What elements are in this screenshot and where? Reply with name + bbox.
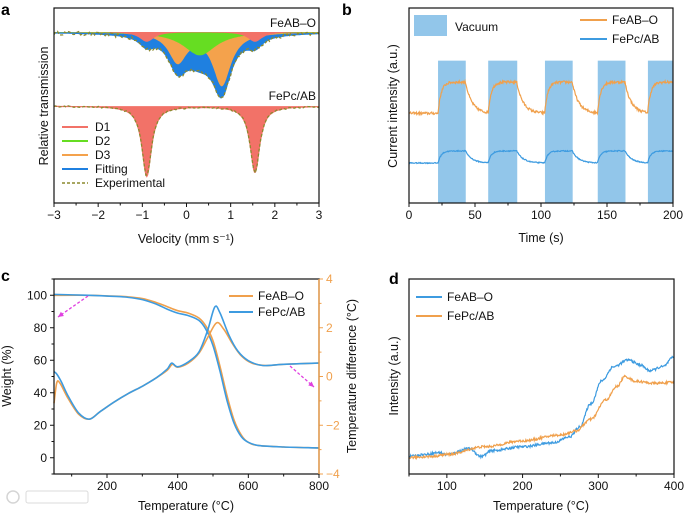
legend-d: FeAB–O FePc/AB: [416, 290, 494, 323]
panel-b: b 0 50 100 150 200 Vacuum FeAB–O FePc/AB Tim…: [342, 2, 683, 245]
weight-line-fepc-ab: [53, 293, 320, 449]
legend-b: Vacuum FeAB–O FePc/AB: [414, 13, 659, 46]
axis-c-right-tick-label: −4: [326, 467, 340, 481]
axis-b-x-tick-label: 50: [468, 208, 482, 222]
y-axis-label-b: Current intensity (a.u.): [386, 44, 400, 168]
series-line-fepc-ab: [408, 374, 675, 461]
axis-c-left-tick-label: 100: [27, 288, 47, 302]
component-area-d1-feab-o: [54, 31, 319, 42]
experimental-line-feab-o: [53, 30, 320, 99]
legend-label-experimental: Experimental: [95, 176, 165, 190]
series-line-fepc-ab: [408, 149, 673, 165]
axis-b-x-tick-label: 0: [406, 208, 413, 222]
plot-frame-a: [53, 7, 320, 204]
series-line-feab-o: [408, 78, 674, 117]
plot-frame-b: [408, 7, 674, 204]
axis-c-x-tick-label: 400: [168, 479, 188, 493]
axis-d-x-tick-label: 400: [664, 479, 684, 493]
dta-line-feab-o: [53, 321, 320, 421]
axis-c-right-tick-label: −2: [326, 418, 340, 432]
legend-label-vacuum: Vacuum: [455, 20, 498, 34]
axis-b-x-tick-label: 100: [531, 208, 551, 222]
axis-c-x-tick-label: 600: [238, 479, 258, 493]
axis-a-x-tick-label: 3: [316, 208, 323, 222]
arrowhead-icon: [308, 381, 314, 387]
plot-area-a: −3 −2 −1 0 1 2 3: [47, 30, 323, 222]
plot-area-d: 100 200 300 400: [408, 355, 684, 493]
watermark: [6, 490, 89, 504]
axis-d-x-tick-label: 200: [513, 479, 533, 493]
axis-c-left-tick-label: 60: [34, 353, 48, 367]
plot-frame-d: [408, 278, 675, 475]
panel-d: d 100 200 300 400 FeAB–O FePc/AB Temperatur…: [387, 271, 684, 513]
panel-letter-a: a: [1, 2, 10, 19]
vacuum-bar: [438, 60, 466, 204]
axis-c-left-tick-label: 20: [34, 418, 48, 432]
legend-label-fepc-ab: FePc/AB: [612, 32, 659, 46]
x-axis-label-d: Temperature (°C): [493, 499, 589, 513]
series-line-feab-o: [408, 355, 675, 460]
x-axis-label-c: Temperature (°C): [138, 499, 234, 513]
axis-a-x-tick-label: 0: [183, 208, 190, 222]
legend-label-d3: D3: [95, 148, 111, 162]
axis-a-x-tick-label: −2: [91, 208, 105, 222]
panel-letter-d: d: [389, 271, 399, 288]
axis-b-x-tick-label: 150: [597, 208, 617, 222]
sample-label-feab-o: FeAB–O: [270, 16, 316, 30]
component-area-d2-feab-o: [54, 31, 319, 56]
panel-letter-c: c: [1, 268, 10, 285]
axis-indicator-arrow: [57, 295, 89, 318]
legend-label-d2: D2: [95, 134, 111, 148]
legend-label-d1: D1: [95, 120, 111, 134]
experimental-line-fepc-ab: [53, 105, 320, 177]
axis-d-x-tick-label: 300: [588, 479, 608, 493]
axis-c-right-tick-label: 2: [326, 321, 333, 335]
watermark-mark: [25, 490, 89, 504]
x-axis-label-a: Velocity (mm s⁻¹): [138, 232, 234, 246]
axis-b-x-tick-label: 200: [663, 208, 683, 222]
axis-a-x-tick-label: 2: [271, 208, 278, 222]
legend-label-feab-o: FeAB–O: [447, 290, 493, 304]
plot-area-c: 200 400 600 800 0 20 40 60 80 100 −4 −2 0 2 4: [27, 272, 340, 493]
legend-label-feab-o: FeAB–O: [258, 289, 304, 303]
axis-d-x-tick-label: 100: [437, 479, 457, 493]
plot-area-b: 0 50 100 150 200: [406, 60, 683, 222]
legend-swatch-vacuum: [414, 15, 447, 36]
axis-c-left-tick-label: 40: [34, 386, 48, 400]
fitting-area-feab-o: [54, 31, 319, 98]
axis-c-x-tick-label: 800: [309, 479, 329, 493]
panel-a: a −3 −2 −1 0 1 2 3 FeAB–O FePc/AB D1 D2 D3 Fit…: [1, 2, 323, 246]
axis-a-x-tick-label: 1: [227, 208, 234, 222]
arrowhead-icon: [58, 311, 64, 317]
legend-label-feab-o: FeAB–O: [612, 13, 658, 27]
axis-c-right-tick-label: 4: [326, 272, 333, 286]
y-axis-label-a: Relative transmission: [37, 47, 51, 166]
legend-label-fepc-ab: FePc/AB: [258, 305, 305, 319]
y-axis-label-c: Weight (%): [0, 345, 14, 407]
panel-letter-b: b: [342, 2, 352, 19]
component-area-d1-fepc-ab: [54, 106, 319, 177]
axis-a-x-tick-label: −1: [135, 208, 149, 222]
legend-label-fitting: Fitting: [95, 162, 128, 176]
vacuum-bar: [544, 60, 573, 204]
axis-c-x-tick-label: 200: [97, 479, 117, 493]
axis-c-left-tick-label: 0: [40, 451, 47, 465]
panel-c: c 200 400 600 800 0 20 40 60 80 100 −4 −2 0 2 4 FeAB–O…: [0, 268, 359, 513]
fitting-line-fepc-ab: [54, 105, 319, 178]
y2-axis-label-c: Temperature difference (°C): [345, 299, 359, 453]
vacuum-bar: [488, 60, 518, 204]
y-axis-label-d: Intensity (a.u.): [387, 336, 401, 415]
dta-line-fepc-ab: [53, 305, 320, 421]
axis-a-x-tick-label: −3: [47, 208, 61, 222]
legend-c: FeAB–O FePc/AB: [229, 289, 305, 319]
legend-label-fepc-ab: FePc/AB: [447, 309, 494, 323]
vacuum-bar: [597, 60, 626, 204]
axis-c-left-tick-label: 80: [34, 321, 48, 335]
sample-label-fepc-ab: FePc/AB: [269, 89, 316, 103]
watermark-logo-icon: [6, 490, 20, 504]
x-axis-label-b: Time (s): [518, 231, 563, 245]
legend-a: D1 D2 D3 Fitting Experimental: [62, 120, 165, 190]
axis-c-right-tick-label: 0: [326, 370, 333, 384]
